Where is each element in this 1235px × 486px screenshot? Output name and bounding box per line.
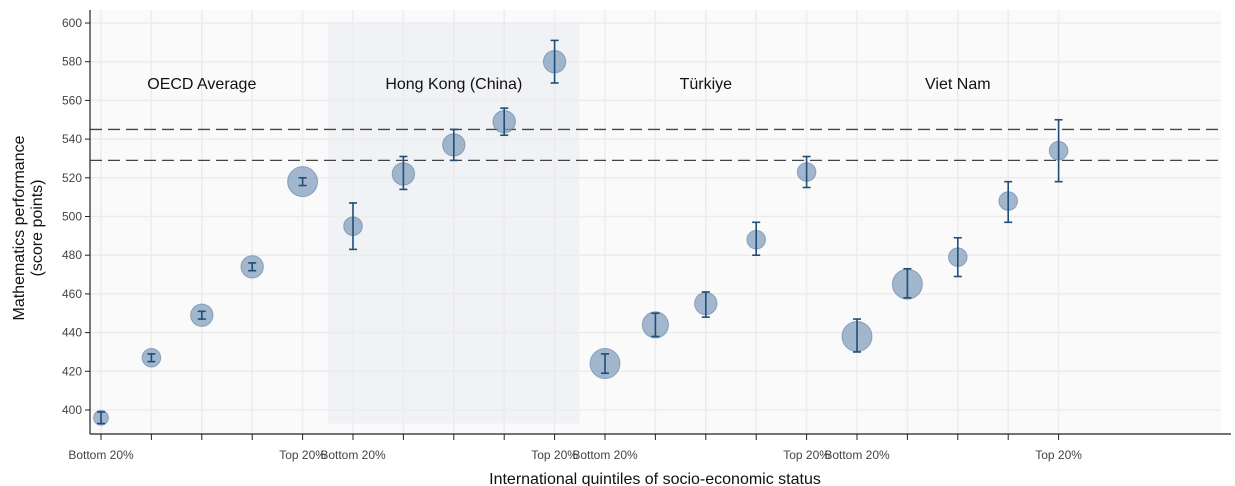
y-tick-label: 580 [62, 55, 82, 69]
data-points [93, 39, 1069, 426]
y-tick-label: 460 [62, 287, 82, 301]
y-tick-label: 480 [62, 248, 82, 262]
gridlines [90, 10, 1221, 434]
x-tick-label: Top 20% [279, 448, 326, 462]
x-axis-ticks: Bottom 20% Top 20%Bottom 20% Top 20%Bottom… [68, 434, 1082, 462]
x-tick-label: Bottom 20% [68, 448, 134, 462]
group-labels: OECD Average Hong Kong (China) Türkiye Viet… [147, 76, 990, 93]
x-tick-label: Bottom 20% [320, 448, 386, 462]
y-tick-label: 520 [62, 171, 82, 185]
x-tick-label: Bottom 20% [572, 448, 638, 462]
y-axis-title-line2: (score points) [29, 180, 46, 277]
y-tick-label: 560 [62, 93, 82, 107]
x-tick-label: Bottom 20% [824, 448, 890, 462]
y-tick-label: 440 [62, 326, 82, 340]
x-tick-label: Top 20% [531, 448, 578, 462]
y-tick-label: 420 [62, 364, 82, 378]
axes [89, 10, 1231, 435]
x-tick-label: Top 20% [783, 448, 830, 462]
y-axis-ticks: 400 420 440 460 480 500 520 540 560 580 600 [62, 16, 90, 417]
y-tick-label: 500 [62, 210, 82, 224]
y-tick-label: 540 [62, 132, 82, 146]
group-label: Hong Kong (China) [385, 76, 522, 93]
group-label: Türkiye [680, 76, 733, 93]
y-axis-title-line1: Mathematics performance [11, 135, 28, 320]
reference-lines [90, 128, 1221, 162]
group-label: OECD Average [147, 76, 256, 93]
group-label: Viet Nam [925, 76, 991, 93]
y-tick-label: 600 [62, 16, 82, 30]
y-tick-label: 400 [62, 403, 82, 417]
x-tick-label: Top 20% [1035, 448, 1082, 462]
x-axis-title: International quintiles of socio-economi… [489, 471, 821, 486]
